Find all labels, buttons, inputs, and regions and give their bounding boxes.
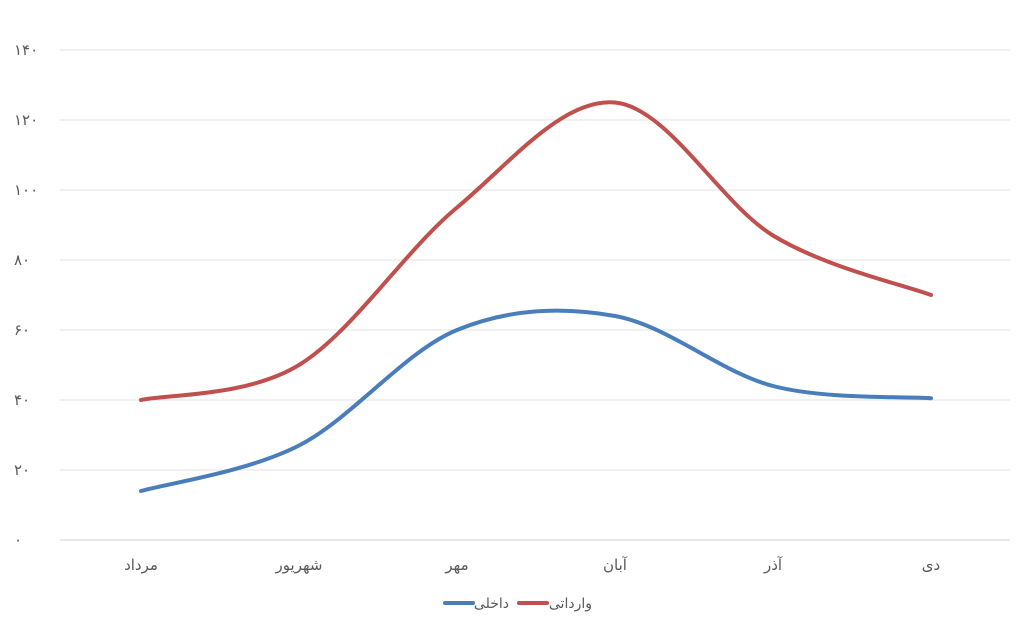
series-line-1 xyxy=(139,100,933,402)
legend-label-0: داخلی xyxy=(474,596,509,612)
y-tick-label: ۴۰ xyxy=(14,391,30,409)
legend-label-1: وارداتی xyxy=(549,596,592,612)
y-tick-label: ۶۰ xyxy=(14,321,30,339)
y-tick-label: ۲۰ xyxy=(14,461,30,479)
x-tick-label: مرداد xyxy=(124,556,158,574)
y-tick-label: ۱۲۰ xyxy=(14,111,38,129)
x-tick-label: آبان xyxy=(603,556,628,574)
y-tick-label: ۱۰۰ xyxy=(14,181,38,199)
x-tick-label: مهر xyxy=(444,556,468,574)
y-axis-ticks: ۰ ۲۰ ۴۰ ۶۰ ۸۰ ۱۰۰ ۱۲۰ ۱۴۰ xyxy=(14,41,38,549)
series-lines xyxy=(139,100,933,493)
x-tick-label: دی xyxy=(922,556,940,574)
legend: داخلی وارداتی xyxy=(443,596,592,612)
x-tick-label: آذر xyxy=(763,556,783,574)
x-tick-label: شهریور xyxy=(275,556,323,574)
y-tick-label: ۱۴۰ xyxy=(14,41,38,59)
y-tick-label: ۸۰ xyxy=(14,251,30,269)
y-tick-label: ۰ xyxy=(14,531,22,549)
series-line-0 xyxy=(139,308,933,493)
gridlines xyxy=(60,49,1010,541)
x-axis-ticks: مرداد شهریور مهر آبان آذر دی xyxy=(124,556,940,574)
